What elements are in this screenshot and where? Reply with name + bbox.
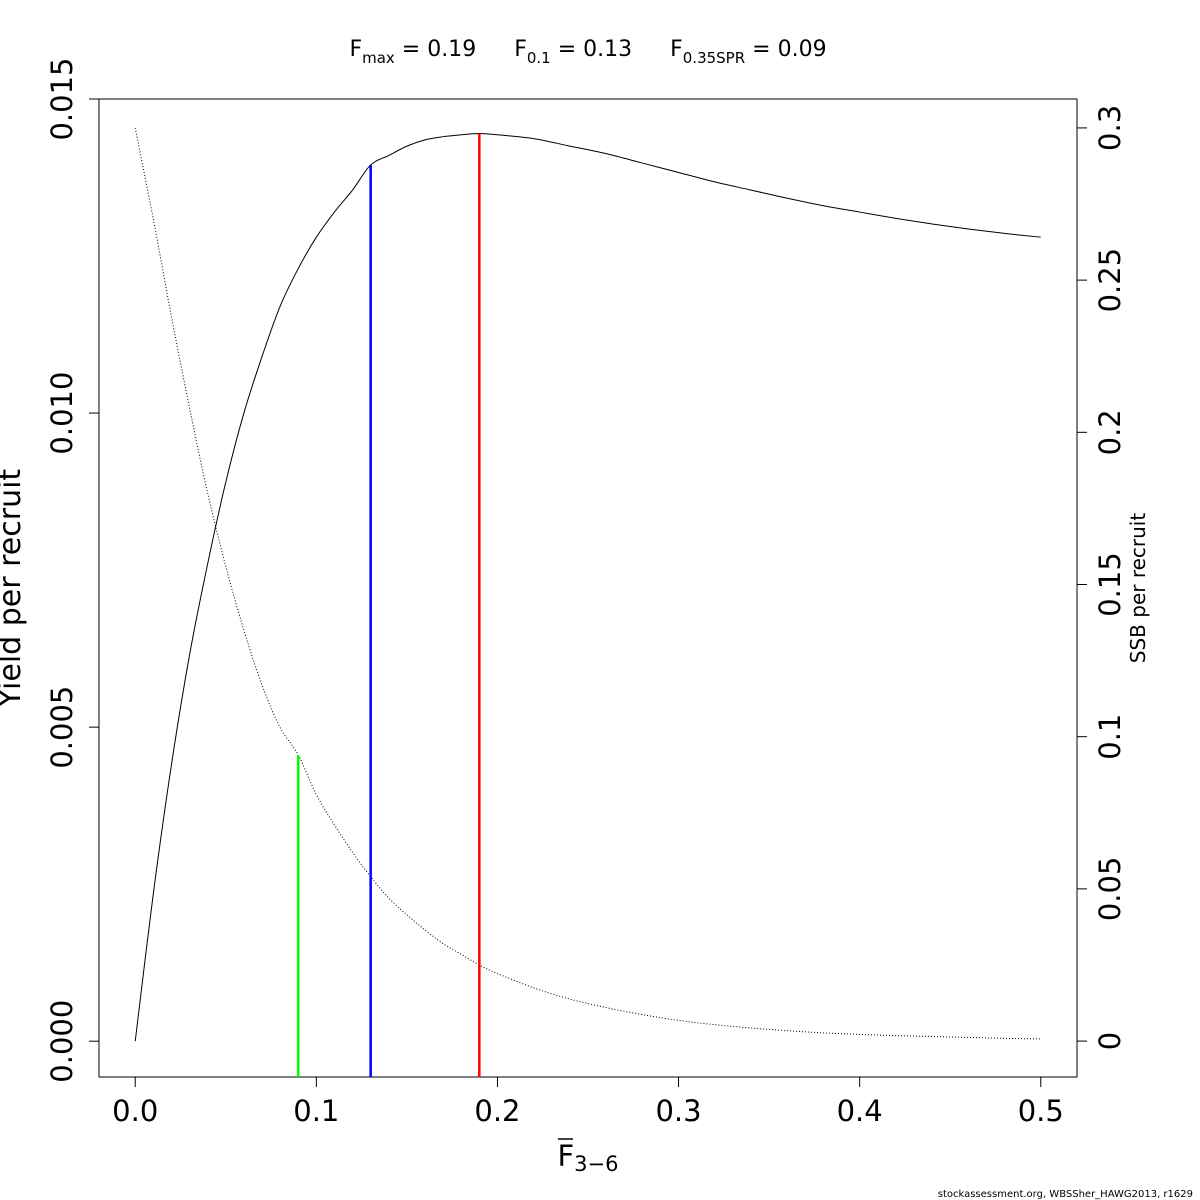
x-tick-label: 0.3 xyxy=(655,1094,701,1128)
y-right-tick-label: 0 xyxy=(1093,1032,1127,1050)
x-tick-label: 0.5 xyxy=(1018,1094,1064,1128)
y-right-tick-label: 0.3 xyxy=(1093,105,1127,151)
y-right-tick-label: 0.15 xyxy=(1093,552,1127,617)
title-term-value: = 0.19 xyxy=(395,37,476,62)
title-term-value: = 0.13 xyxy=(551,37,632,62)
left-y-axis: 0.000 0.005 0.010 0.015 xyxy=(45,57,99,1083)
x-axis: 0.0 0.1 0.2 0.3 0.4 0.5 xyxy=(112,1076,1064,1128)
title-term-value: = 0.09 xyxy=(745,37,826,62)
title-term-base: F xyxy=(514,37,527,62)
title-term-base: F xyxy=(349,37,362,62)
x-tick-label: 0.4 xyxy=(837,1094,883,1128)
x-tick-label: 0.2 xyxy=(474,1094,520,1128)
x-tick-label: 0.1 xyxy=(293,1094,339,1128)
y-right-tick-label: 0.1 xyxy=(1093,714,1127,760)
plot-frame xyxy=(98,98,1078,1078)
y-left-tick-label: 0.010 xyxy=(45,372,79,455)
series-layer xyxy=(134,127,1041,1042)
y-right-tick-label: 0.05 xyxy=(1093,857,1127,922)
y-left-tick-label: 0.000 xyxy=(45,1000,79,1083)
y-left-tick-label: 0.015 xyxy=(45,57,79,140)
y-right-tick-label: 0.2 xyxy=(1093,409,1127,455)
y-axis-right-title: SSB per recruit xyxy=(1126,513,1150,664)
reference-lines xyxy=(296,133,481,1077)
yield-per-recruit-line xyxy=(134,133,1041,1042)
title-term-base: F xyxy=(670,37,683,62)
footer-credit: stockassessment.org, WBSSher_HAWG2013, r… xyxy=(938,1189,1193,1200)
x-tick-label: 0.0 xyxy=(112,1094,158,1128)
y-left-tick-label: 0.005 xyxy=(45,686,79,769)
x-axis-title-text: F3−6 xyxy=(557,1139,618,1176)
x-axis-title: F3−6 xyxy=(557,1138,619,1176)
title-term-subscript: 0.35SPR xyxy=(683,49,745,67)
chart-title: Fmax = 0.19 F0.1 = 0.13 F0.35SPR = 0.09 xyxy=(349,37,826,67)
y-right-tick-label: 0.25 xyxy=(1093,248,1127,313)
title-term-subscript: 0.1 xyxy=(527,49,551,67)
y-axis-left-title: Yield per recruit xyxy=(0,469,28,709)
title-term-subscript: max xyxy=(362,49,395,67)
x-axis-title-base: F xyxy=(557,1139,574,1173)
right-y-axis: 0 0.05 0.1 0.15 0.2 0.25 0.3 xyxy=(1077,105,1127,1050)
ssb-per-recruit-line xyxy=(134,127,1041,1040)
x-axis-title-subscript: 3−6 xyxy=(574,1152,618,1176)
